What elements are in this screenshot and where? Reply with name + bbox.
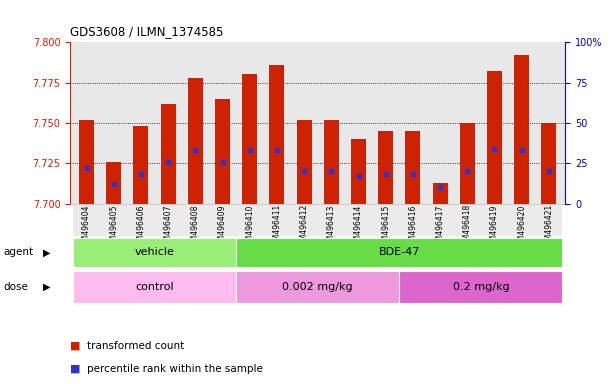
Text: 0.002 mg/kg: 0.002 mg/kg xyxy=(282,282,353,292)
Text: percentile rank within the sample: percentile rank within the sample xyxy=(87,364,263,374)
Bar xyxy=(514,55,529,204)
Text: GSM496414: GSM496414 xyxy=(354,204,363,250)
Bar xyxy=(106,162,121,204)
Text: control: control xyxy=(135,282,174,292)
Text: ■: ■ xyxy=(70,341,84,351)
Bar xyxy=(406,131,420,204)
Text: GSM496409: GSM496409 xyxy=(218,204,227,251)
Text: GSM496410: GSM496410 xyxy=(245,204,254,250)
Bar xyxy=(351,139,366,204)
Text: GSM496405: GSM496405 xyxy=(109,204,119,251)
Bar xyxy=(460,123,475,204)
Bar xyxy=(378,131,393,204)
Bar xyxy=(127,204,155,236)
Text: ▶: ▶ xyxy=(43,247,50,258)
Bar xyxy=(487,71,502,204)
Text: GSM496420: GSM496420 xyxy=(517,204,526,250)
Text: GSM496417: GSM496417 xyxy=(436,204,445,250)
Text: 0.2 mg/kg: 0.2 mg/kg xyxy=(453,282,509,292)
Text: ▶: ▶ xyxy=(43,282,50,292)
Bar xyxy=(345,204,372,236)
Text: ■: ■ xyxy=(70,364,84,374)
Bar xyxy=(541,123,557,204)
Bar xyxy=(133,126,148,204)
Text: GSM496407: GSM496407 xyxy=(164,204,173,251)
Bar xyxy=(433,182,448,204)
Bar xyxy=(508,204,535,236)
Text: GSM496411: GSM496411 xyxy=(273,204,282,250)
Bar xyxy=(297,120,312,204)
Bar xyxy=(73,204,100,236)
Bar xyxy=(318,204,345,236)
Text: GDS3608 / ILMN_1374585: GDS3608 / ILMN_1374585 xyxy=(70,25,224,38)
Text: dose: dose xyxy=(3,282,28,292)
Text: vehicle: vehicle xyxy=(134,247,175,258)
Bar xyxy=(100,204,127,236)
Bar xyxy=(400,204,426,236)
Text: GSM496419: GSM496419 xyxy=(490,204,499,250)
Bar xyxy=(209,204,236,236)
Bar xyxy=(290,204,318,236)
Bar xyxy=(155,204,181,236)
Bar xyxy=(236,238,563,267)
Bar xyxy=(454,204,481,236)
Bar xyxy=(242,74,257,204)
Bar xyxy=(73,238,236,267)
Text: GSM496412: GSM496412 xyxy=(299,204,309,250)
Text: transformed count: transformed count xyxy=(87,341,185,351)
Bar xyxy=(236,204,263,236)
Bar xyxy=(188,78,203,204)
Bar xyxy=(324,120,338,204)
Bar xyxy=(535,204,563,236)
Bar xyxy=(269,65,284,204)
Bar xyxy=(79,120,94,204)
Text: GSM496415: GSM496415 xyxy=(381,204,390,250)
Bar xyxy=(161,104,175,204)
Bar xyxy=(400,271,563,303)
Bar xyxy=(263,204,290,236)
Bar xyxy=(426,204,454,236)
Text: GSM496406: GSM496406 xyxy=(136,204,145,251)
Bar xyxy=(215,99,230,204)
Text: GSM496416: GSM496416 xyxy=(408,204,417,250)
Bar xyxy=(372,204,400,236)
Bar xyxy=(481,204,508,236)
Bar xyxy=(73,271,236,303)
Text: GSM496404: GSM496404 xyxy=(82,204,91,251)
Text: GSM496408: GSM496408 xyxy=(191,204,200,250)
Bar xyxy=(236,271,400,303)
Text: GSM496421: GSM496421 xyxy=(544,204,554,250)
Text: GSM496413: GSM496413 xyxy=(327,204,336,250)
Text: agent: agent xyxy=(3,247,33,258)
Bar xyxy=(181,204,209,236)
Text: BDE-47: BDE-47 xyxy=(379,247,420,258)
Text: GSM496418: GSM496418 xyxy=(463,204,472,250)
